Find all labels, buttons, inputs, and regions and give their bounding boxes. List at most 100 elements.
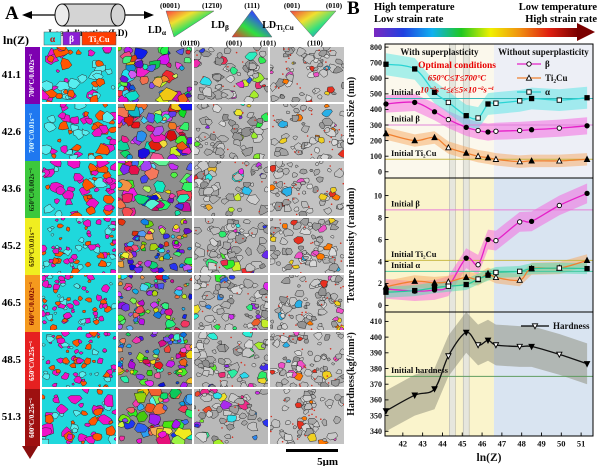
phase-beta-chip: β <box>69 35 74 45</box>
pole-figure-beta-icon: (111) (001) (101) LDβ <box>211 1 277 47</box>
pole-corner-label: (12̄10) <box>202 1 222 10</box>
micrograph-cell <box>42 47 116 102</box>
pole-figure-alpha-label: LDα <box>148 25 167 37</box>
svg-text:500: 500 <box>370 90 382 99</box>
micrograph-cell <box>270 104 344 159</box>
micrograph-cell <box>42 275 116 330</box>
svg-text:Hardness(kgf/mm²): Hardness(kgf/mm²) <box>346 332 357 416</box>
micrograph-cell <box>270 332 344 387</box>
svg-text:200: 200 <box>370 136 382 145</box>
phase-alpha-chip: α <box>50 35 56 45</box>
svg-text:ln(Z): ln(Z) <box>477 452 502 464</box>
svg-text:0: 0 <box>378 301 382 310</box>
micrograph-cell <box>194 389 268 444</box>
phase-legend: α β Ti₂Cu <box>43 31 117 46</box>
svg-text:Ti₂Cu: Ti₂Cu <box>545 73 568 83</box>
svg-text:Initial α: Initial α <box>391 260 420 270</box>
svg-text:340: 340 <box>370 427 382 436</box>
lnz-value: 45.2 <box>1 239 21 252</box>
condition-cell: 600°C/0.25s⁻¹ <box>25 389 40 446</box>
svg-text:650°C≤T≤700°C: 650°C≤T≤700°C <box>428 73 486 83</box>
micrograph-cell <box>194 104 268 159</box>
condition-cell: 650°C/0.01s⁻¹ <box>25 218 40 275</box>
gradient-arrowhead-icon <box>577 23 595 41</box>
condition-cell: 700°C/0.01s⁻¹ <box>25 104 40 161</box>
lnz-value: 48.5 <box>1 353 21 366</box>
svg-text:46: 46 <box>478 439 487 449</box>
svg-text:49: 49 <box>537 439 546 449</box>
phase-ti2cu-chip: Ti₂Cu <box>88 34 110 44</box>
svg-text:48: 48 <box>517 439 526 449</box>
svg-text:700: 700 <box>370 58 382 67</box>
svg-text:Texture intensity (random): Texture intensity (random) <box>346 188 357 303</box>
load-direction-icon <box>22 3 154 27</box>
micrograph-cell <box>42 104 116 159</box>
svg-text:Optimal conditions: Optimal conditions <box>418 61 496 71</box>
lnz-value: 46.5 <box>1 296 21 309</box>
micrograph-cell <box>42 389 116 444</box>
svg-text:4: 4 <box>378 257 382 266</box>
condition-chip: 700°C/0.01s⁻¹ <box>25 104 40 161</box>
micrograph-cell <box>194 47 268 102</box>
panel-a-label: A <box>5 3 19 24</box>
svg-text:Hardness: Hardness <box>553 321 590 331</box>
svg-text:370: 370 <box>370 380 382 389</box>
pole-corner-label: (101) <box>260 39 277 48</box>
condition-chip: 600°C/0.25s⁻¹ <box>25 389 40 446</box>
condition-chip: 600°C/0.002s⁻¹ <box>25 275 40 332</box>
temperature-gradient-arrow <box>374 28 578 37</box>
micrograph-cell <box>42 332 116 387</box>
lnz-axis-header: ln(Z) <box>3 33 29 47</box>
micrograph-cell <box>42 161 116 216</box>
svg-text:390: 390 <box>370 349 382 358</box>
panel-a-header: A Load direction(LD) ln(Z) α β Ti₂Cu (00… <box>3 1 343 48</box>
micrograph-cell <box>270 218 344 273</box>
pole-corner-label: (111) <box>244 1 260 10</box>
pole-figure-alpha-icon: (0001) (12̄10) (011̄0) LDα <box>148 1 223 47</box>
micrograph-cell <box>194 275 268 330</box>
condition-cell: 700°C/0.002s⁻¹ <box>25 47 40 104</box>
svg-text:8: 8 <box>378 213 382 222</box>
svg-text:Initial Ti₂Cu: Initial Ti₂Cu <box>391 249 437 259</box>
micrograph-cell <box>270 47 344 102</box>
micrograph-cell <box>118 161 192 216</box>
svg-text:800: 800 <box>370 43 382 52</box>
svg-text:10: 10 <box>374 191 382 200</box>
pole-corner-label: (110) <box>307 39 323 48</box>
svg-text:410: 410 <box>370 317 382 326</box>
lnz-arrow-icon <box>22 446 38 459</box>
svg-text:43: 43 <box>418 439 427 449</box>
svg-text:Initial β: Initial β <box>391 198 420 208</box>
micrograph-cell <box>42 218 116 273</box>
svg-text:Without superplasticity: Without superplasticity <box>498 47 589 57</box>
svg-text:10⁻³s⁻¹≤ε̇≤5×10⁻²s⁻¹: 10⁻³s⁻¹≤ε̇≤5×10⁻²s⁻¹ <box>420 85 494 95</box>
pole-figure-beta-label: LDβ <box>211 20 229 32</box>
svg-text:6: 6 <box>378 235 382 244</box>
pole-corner-label: (001) <box>284 1 301 10</box>
micrograph-cell <box>270 161 344 216</box>
micrograph-cell <box>194 332 268 387</box>
micrograph-cell <box>270 275 344 330</box>
lnz-value: 51.3 <box>1 410 21 423</box>
pole-corner-label: (010) <box>326 1 343 10</box>
svg-text:Initial β: Initial β <box>391 114 420 124</box>
condition-chip: 700°C/0.002s⁻¹ <box>25 47 40 104</box>
micrograph-cell <box>194 218 268 273</box>
micrograph-cell <box>118 389 192 444</box>
svg-text:300: 300 <box>370 121 382 130</box>
lnz-value: 42.6 <box>1 125 21 138</box>
micrograph-cell <box>118 332 192 387</box>
micrograph-cell <box>270 389 344 444</box>
pole-corner-label: (011̄0) <box>180 39 200 48</box>
high-temp-label: High temperature Low strain rate <box>374 2 455 26</box>
svg-text:Initial α: Initial α <box>391 87 420 97</box>
scale-bar-label: 5μm <box>317 456 338 466</box>
micrograph-cell <box>118 47 192 102</box>
svg-text:350: 350 <box>370 411 382 420</box>
condition-cell: 650°C/0.002s⁻¹ <box>25 161 40 218</box>
svg-text:α: α <box>545 87 550 97</box>
svg-text:51: 51 <box>577 439 586 449</box>
svg-text:45: 45 <box>458 439 467 449</box>
micrograph-cell <box>118 218 192 273</box>
